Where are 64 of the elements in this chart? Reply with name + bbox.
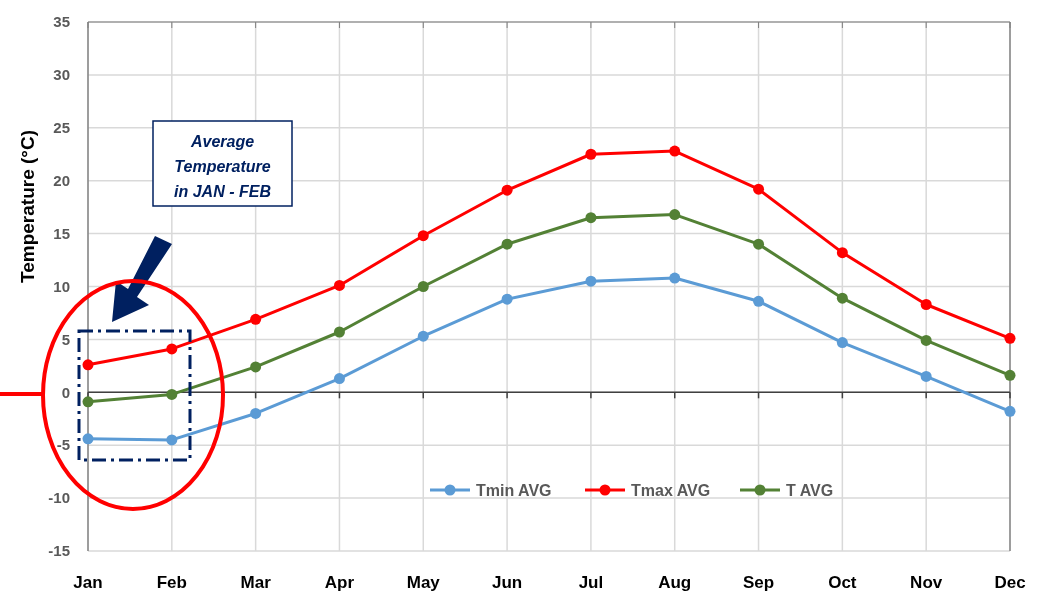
point — [753, 183, 765, 195]
y-tick-label: 15 — [53, 224, 70, 242]
x-tick-label: Feb — [156, 573, 187, 592]
x-tick-label: Sep — [742, 573, 775, 592]
x-tick-label: Jun — [491, 573, 523, 592]
point — [166, 343, 178, 355]
point — [920, 298, 932, 310]
x-tick-label: May — [406, 573, 441, 592]
point — [920, 334, 932, 346]
point — [585, 148, 597, 160]
y-tick-label: -10 — [48, 489, 70, 507]
point — [417, 281, 429, 292]
point — [501, 184, 513, 196]
point — [836, 337, 848, 349]
point — [333, 326, 345, 338]
y-tick-label: -15 — [48, 542, 70, 560]
legend-label: Tmax AVG — [631, 481, 711, 499]
point — [417, 330, 429, 342]
point — [250, 313, 262, 325]
x-tick-label: Apr — [324, 573, 355, 592]
y-tick-label: 30 — [53, 66, 70, 84]
y-tick-label: -5 — [56, 436, 70, 454]
point — [166, 388, 178, 400]
x-tick-label: Oct — [828, 573, 857, 592]
y-tick-label: 10 — [53, 277, 70, 295]
y-tick-label: 25 — [53, 119, 70, 137]
point — [82, 433, 94, 445]
y-tick-label: 35 — [53, 13, 70, 31]
y-tick-label: 5 — [61, 330, 70, 348]
point — [585, 275, 597, 287]
x-tick-label: Dec — [994, 573, 1026, 592]
y-tick-label: 0 — [61, 383, 70, 401]
point — [669, 145, 681, 157]
point — [753, 238, 765, 250]
point — [333, 279, 345, 291]
x-tick-label: Jul — [578, 573, 604, 592]
x-tick-label: Mar — [240, 573, 272, 592]
point — [753, 295, 765, 307]
point — [585, 212, 597, 224]
point — [501, 293, 513, 305]
point — [1004, 369, 1016, 381]
point — [669, 272, 681, 284]
point — [82, 396, 94, 408]
point — [836, 247, 848, 259]
point — [669, 209, 681, 221]
x-tick-label: Aug — [658, 573, 692, 592]
point — [417, 230, 429, 242]
point — [836, 292, 848, 304]
point — [166, 434, 178, 446]
x-tick-label: Jan — [73, 573, 103, 592]
legend-label: T AVG — [786, 481, 834, 499]
point — [920, 370, 932, 382]
point — [250, 361, 262, 373]
point — [501, 238, 513, 250]
point — [333, 373, 345, 385]
point — [82, 359, 94, 371]
x-tick-label: Nov — [910, 573, 943, 592]
point — [1004, 405, 1016, 417]
point — [250, 407, 262, 419]
y-tick-label: 20 — [53, 171, 70, 189]
y-axis-title: Temperature (°C) — [17, 130, 38, 283]
annotation: Average Temperature in JAN - FEB — [174, 133, 271, 200]
point — [1004, 332, 1016, 344]
legend-label: Tmin AVG — [476, 481, 552, 499]
